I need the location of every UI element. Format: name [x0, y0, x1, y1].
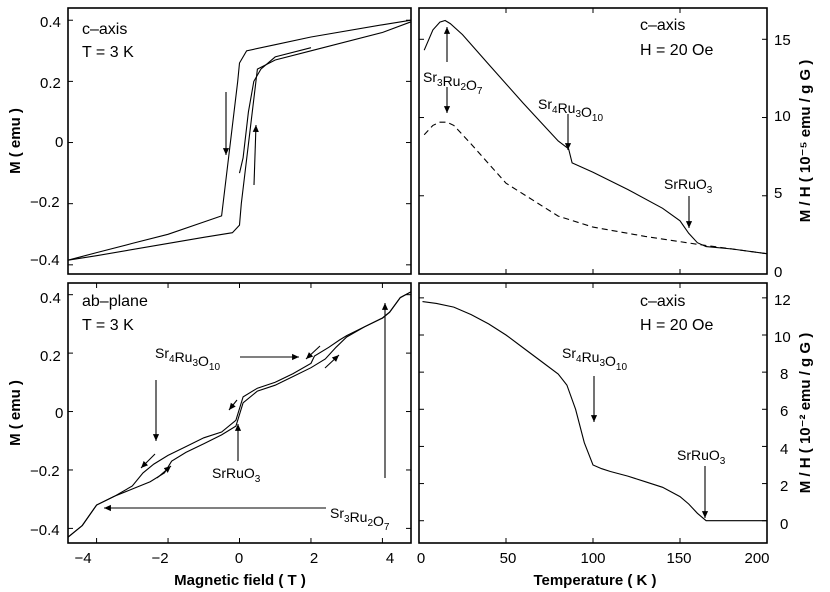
tl-series-ascending-branch — [67, 21, 412, 261]
bl-sweep-arrow — [305, 345, 321, 360]
bl-note-sr4ru3o10: Sr4Ru3O10 — [155, 345, 220, 373]
bl-note-sr3ru2o7: Sr3Ru2O7 — [330, 505, 390, 533]
tr-annotation: c–axis — [640, 17, 685, 34]
tl-ytick-label: −0.4 — [30, 252, 60, 269]
tl-annotation: c–axis — [82, 21, 127, 38]
tl-ytick-label: 0.4 — [40, 14, 61, 31]
tr-note-sr3ru2o7: Sr3Ru2O7 — [423, 69, 483, 97]
tl-up-arrow — [252, 124, 259, 186]
bl-note-srruo3: SrRuO3 — [212, 465, 261, 485]
bl-annotation: T = 3 K — [82, 317, 134, 334]
br-xtick-label: 50 — [500, 550, 517, 567]
tr-ytick-label: 0 — [774, 264, 782, 281]
tr-ytick-label: 5 — [774, 185, 782, 202]
bl-xtick-label: 2 — [310, 550, 318, 567]
br-annotation: H = 20 Oe — [640, 317, 713, 334]
tr-ylabel: M / H ( 10⁻⁵ emu / g G ) — [797, 60, 814, 222]
tr-frame — [418, 7, 768, 275]
tr-series-solid — [423, 19, 768, 255]
br-ytick-label: 6 — [780, 403, 788, 420]
br-ylabel: M / H ( 10⁻² emu / g G ) — [797, 333, 814, 493]
br-series-solid — [422, 301, 767, 522]
tl-ytick-label: −0.2 — [30, 194, 60, 211]
br-ytick-label: 8 — [780, 366, 788, 383]
tl-ylabel: M ( emu ) — [7, 108, 24, 174]
tl-ytick-label: 0 — [55, 134, 63, 151]
bl-sweep-arrow — [228, 399, 238, 411]
br-annotation: c–axis — [640, 293, 685, 310]
panel-top-left: 0.4 0.2 0 −0.2 −0.4 M ( emu ) c–axis T =… — [7, 7, 412, 275]
bl-ytick-label: 0 — [55, 405, 63, 422]
br-ytick-label: 4 — [780, 441, 788, 458]
br-note-sr4ru3o10: Sr4Ru3O10 — [562, 345, 627, 373]
tl-marks — [67, 19, 412, 266]
br-xtick-label: 150 — [666, 550, 691, 567]
bl-ytick-label: 0.2 — [40, 348, 61, 365]
bl-xtick-label: −2 — [151, 550, 168, 567]
br-xtick-label: 100 — [580, 550, 605, 567]
br-note-srruo3: SrRuO3 — [677, 447, 726, 467]
bl-xlabel: Magnetic field ( T ) — [174, 572, 306, 589]
br-xtick-label: 200 — [744, 550, 769, 567]
tr-note-sr4ru3o10: Sr4Ru3O10 — [538, 96, 603, 124]
bl-xtick-label: −4 — [74, 550, 91, 567]
bl-ytick-label: −0.4 — [30, 522, 60, 539]
bl-sweep-arrow — [156, 465, 172, 479]
bl-ytick-label: −0.2 — [30, 463, 60, 480]
panel-bottom-left: 0.4 0.2 0 −0.2 −0.4 −4 −2 0 2 4 Magnetic… — [7, 282, 412, 589]
br-ytick-label: 0 — [780, 516, 788, 533]
bl-xtick-label: 4 — [386, 550, 394, 567]
tr-marks — [418, 8, 768, 275]
bl-series-down-sweep — [67, 291, 412, 538]
bl-xtick-label: 0 — [235, 550, 243, 567]
tr-ytick-label: 15 — [774, 32, 791, 49]
tl-series-virgin-curve — [238, 47, 312, 174]
br-ytick-label: 12 — [774, 292, 791, 309]
tr-series-dashed — [423, 121, 768, 255]
br-frame — [418, 282, 768, 544]
tl-annotation: T = 3 K — [82, 44, 134, 61]
bl-ytick-label: 0.4 — [40, 290, 61, 307]
tr-note-srruo3: SrRuO3 — [664, 176, 713, 196]
br-xlabel: Temperature ( K ) — [533, 572, 656, 589]
tr-ytick-label: 10 — [774, 108, 791, 125]
tl-ytick-label: 0.2 — [40, 75, 61, 92]
tl-frame — [67, 7, 412, 275]
bl-sweep-arrow — [140, 453, 156, 469]
panel-top-right: 15 10 5 0 M / H ( 10⁻⁵ emu / g G ) c–axi… — [418, 7, 814, 281]
bl-sweep-arrow — [324, 354, 340, 369]
br-ytick-label: 2 — [780, 478, 788, 495]
tr-annotation: H = 20 Oe — [640, 42, 713, 59]
bl-marks — [67, 283, 412, 543]
tl-series-descending-branch — [67, 19, 412, 261]
br-ytick-label: 10 — [774, 329, 791, 346]
br-marks — [418, 283, 768, 543]
bl-annotation: ab–plane — [82, 293, 148, 310]
panel-bottom-right: 12 10 8 6 4 2 0 0 50 100 150 200 Tempera… — [417, 282, 814, 589]
bl-ylabel: M ( emu ) — [7, 380, 24, 446]
br-xtick-label: 0 — [417, 550, 425, 567]
